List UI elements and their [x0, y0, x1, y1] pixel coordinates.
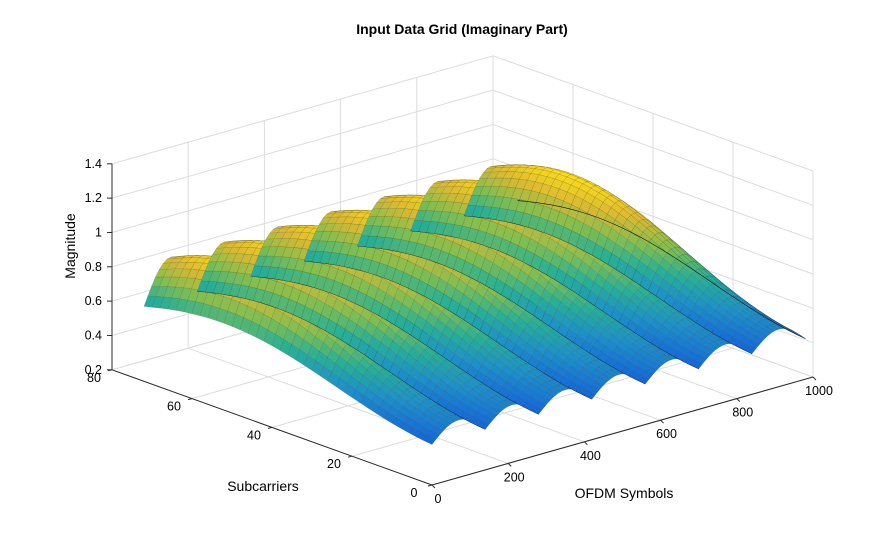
y-tick	[187, 398, 193, 401]
surface-ridge	[463, 164, 806, 354]
x-tick-label: 400	[580, 449, 601, 463]
y-axis-label: Subcarriers	[227, 478, 299, 494]
y-tick	[267, 426, 273, 429]
x-axis-label: OFDM Symbols	[575, 485, 674, 501]
axis-line	[431, 376, 814, 486]
axes-lines	[107, 163, 817, 489]
y-tick-label: 80	[87, 371, 101, 385]
z-tick-label: 0.6	[85, 294, 102, 308]
y-tick-label: 60	[167, 400, 181, 414]
x-tick-label: 1000	[805, 384, 833, 398]
y-tick	[427, 484, 433, 487]
back-grid-z	[111, 123, 494, 233]
z-tick-label: 1.4	[85, 157, 102, 171]
z-tick-label: 0.2	[85, 363, 102, 377]
z-tick-label: 1	[95, 225, 102, 239]
ridge-edge	[517, 200, 806, 339]
x-tick	[507, 463, 512, 467]
x-tick	[736, 398, 741, 402]
back-grid-z	[111, 158, 494, 268]
back-grid-z	[111, 89, 494, 199]
y-tick-label: 20	[327, 457, 341, 471]
z-tick-label: 1.2	[85, 191, 102, 205]
x-tick-label: 600	[656, 427, 677, 441]
x-tick-label: 800	[732, 406, 753, 420]
x-tick	[660, 419, 664, 424]
tick-labels: 0 200 400 600 800 1000 0 20 40 60 800.2 0.4 0.6 0.8 1 1…	[85, 157, 833, 506]
x-tick	[431, 484, 436, 489]
z-tick-label: 0.8	[85, 260, 102, 274]
y-tick-label: 0	[411, 486, 418, 500]
side-grid-z	[492, 123, 814, 241]
side-grid-z	[492, 89, 814, 206]
x-tick-label: 200	[504, 470, 525, 484]
x-tick-label: 0	[435, 492, 442, 506]
x-tick	[584, 441, 588, 446]
x-tick	[812, 376, 817, 381]
chart-title: Input Data Grid (Imaginary Part)	[356, 21, 568, 37]
surface-mesh	[143, 164, 806, 445]
z-tick-label: 0.4	[85, 328, 102, 342]
side-grid-z	[492, 55, 814, 172]
y-tick-label: 40	[247, 428, 261, 442]
z-axis-label: Magnitude	[62, 213, 78, 279]
y-tick	[347, 455, 353, 458]
back-grid-z	[111, 55, 494, 165]
